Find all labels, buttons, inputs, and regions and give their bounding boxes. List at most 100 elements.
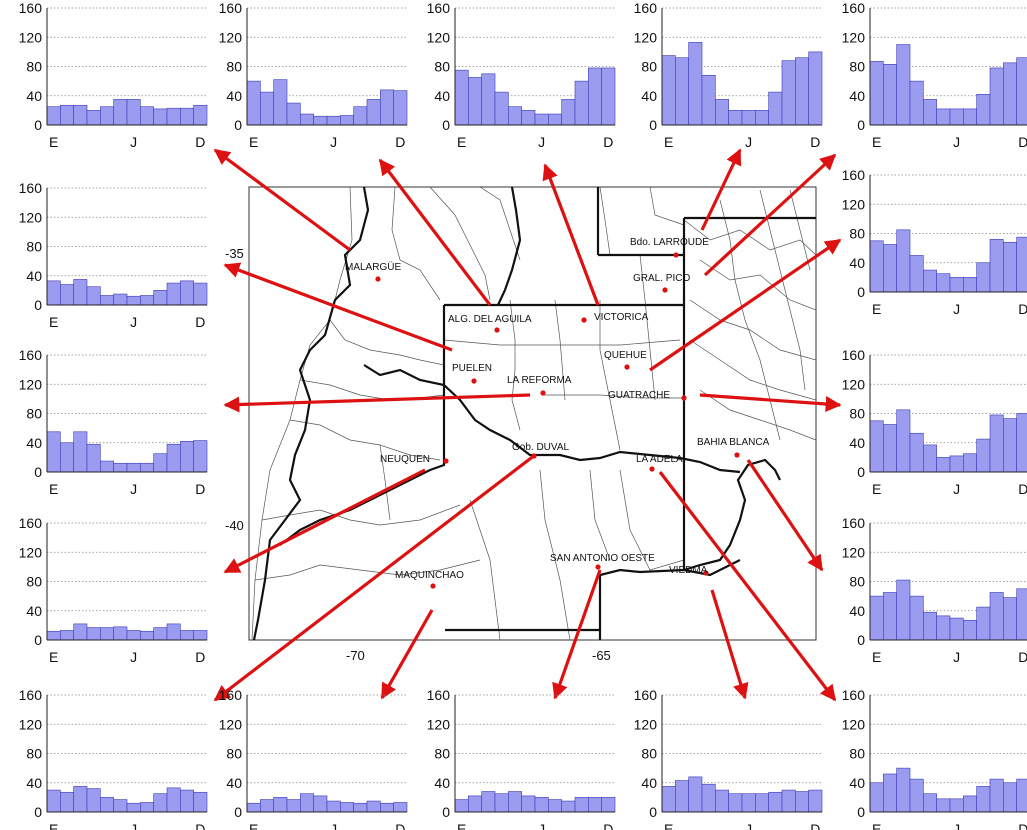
y-tick-label: 80 — [226, 59, 242, 75]
bar — [140, 106, 154, 126]
station-label: PUELEN — [452, 363, 492, 374]
bar — [126, 802, 141, 813]
y-tick-label: 120 — [219, 29, 243, 45]
bar — [260, 91, 274, 126]
bar — [574, 797, 589, 813]
x-tick-label: J — [130, 314, 137, 330]
bar — [153, 627, 168, 641]
bar — [468, 77, 482, 126]
bar — [508, 106, 522, 126]
map-panel: -35 -40 -70 -65 MALARGÜE ALG. DEL AGUILA V… — [225, 186, 817, 663]
bar — [86, 110, 101, 126]
bar — [140, 295, 154, 306]
station-dot — [673, 252, 679, 258]
bar — [100, 295, 114, 306]
y-tick-label: 80 — [26, 59, 42, 75]
y-tick-label: 0 — [857, 464, 865, 480]
bar — [60, 791, 74, 813]
station-marker: MAQUINCHAO — [395, 570, 464, 589]
y-tick-label: 40 — [641, 88, 657, 104]
bar — [883, 592, 897, 641]
bar — [989, 67, 1004, 126]
station-marker: LA REFORMA — [507, 375, 572, 396]
bar — [661, 55, 676, 126]
y-tick-label: 80 — [26, 239, 42, 255]
bar — [923, 269, 937, 293]
bar — [73, 279, 88, 306]
station-arrow — [380, 609, 434, 700]
bar — [140, 462, 154, 473]
bar — [166, 623, 181, 641]
x-tick-label: E — [49, 134, 58, 150]
x-tick-label: E — [457, 134, 466, 150]
bar — [675, 57, 689, 126]
bar — [380, 89, 394, 126]
y-tick-label: 0 — [857, 284, 865, 300]
precip-chart: 0 40 80 120 160 E J D — [634, 687, 823, 830]
precip-chart: 0 40 80 120 160 E J D — [634, 0, 823, 150]
y-tick-label: 120 — [634, 716, 658, 732]
y-tick-label: 0 — [34, 117, 42, 133]
station-label: Bdo. LARROUDE — [630, 237, 709, 248]
bar — [166, 107, 181, 126]
bar — [193, 791, 208, 813]
station-marker: NEUQUEN — [380, 454, 449, 465]
station-label: SAN ANTONIO OESTE — [550, 553, 655, 564]
station-label: LA ADELA — [636, 454, 683, 465]
station-dot — [375, 276, 381, 282]
bar — [869, 240, 884, 293]
precip-chart: 0 40 80 120 160 E J D — [427, 0, 616, 150]
y-tick-label: 160 — [19, 515, 43, 531]
bar — [180, 280, 194, 306]
lat-label: -35 — [225, 246, 244, 261]
bar — [909, 778, 924, 813]
bar — [1016, 778, 1027, 813]
bar — [923, 793, 937, 813]
y-tick-label: 120 — [19, 209, 43, 225]
bar — [86, 788, 101, 813]
bar — [153, 108, 168, 126]
station-arrow — [649, 238, 842, 372]
station-dot — [443, 458, 449, 464]
bar — [126, 99, 141, 126]
bar — [100, 460, 114, 473]
x-tick-label: J — [538, 821, 545, 830]
bar — [755, 793, 769, 813]
bar-chart-panels: 0 40 80 120 160 E J D 0 40 80 120 160 E J D 0 40 80 120 160 E… — [19, 0, 1027, 830]
y-tick-label: 0 — [857, 117, 865, 133]
bar — [153, 290, 168, 306]
x-tick-label: D — [1018, 649, 1027, 665]
station-arrow — [658, 471, 837, 702]
x-tick-label: D — [1018, 134, 1027, 150]
bar — [601, 67, 616, 126]
y-tick-label: 80 — [849, 574, 865, 590]
bar — [60, 442, 74, 473]
bar — [454, 799, 469, 813]
x-tick-label: D — [603, 134, 613, 150]
x-tick-label: D — [195, 314, 205, 330]
bar — [909, 255, 924, 293]
y-tick-label: 0 — [234, 804, 242, 820]
station-label: QUEHUE — [604, 350, 647, 361]
station-marker: ALG. DEL AGUILA — [448, 314, 532, 333]
bar — [883, 424, 897, 473]
station-arrow — [552, 569, 602, 700]
bar — [795, 57, 809, 126]
station-arrow — [213, 148, 351, 252]
bar — [380, 802, 394, 813]
x-tick-label: J — [130, 481, 137, 497]
bar — [46, 630, 61, 641]
bar — [1003, 241, 1017, 293]
bar — [976, 438, 991, 473]
bar — [1016, 413, 1027, 473]
station-label: NEUQUEN — [380, 454, 430, 465]
x-tick-label: E — [872, 481, 881, 497]
y-tick-label: 160 — [842, 167, 866, 183]
bar — [454, 69, 469, 126]
station-arrow — [213, 453, 536, 702]
bar — [353, 106, 368, 126]
lon-label: -70 — [346, 648, 365, 663]
precip-chart: 0 40 80 120 160 E J D — [19, 0, 208, 150]
bar — [193, 440, 208, 473]
y-tick-label: 40 — [26, 88, 42, 104]
